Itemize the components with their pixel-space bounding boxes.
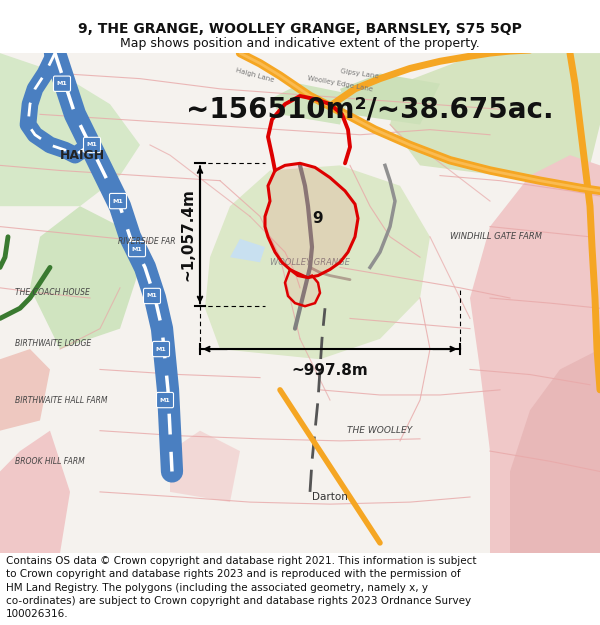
FancyBboxPatch shape: [128, 241, 146, 257]
Polygon shape: [270, 84, 350, 124]
Text: ~997.8m: ~997.8m: [292, 363, 368, 378]
Text: HM Land Registry. The polygons (including the associated geometry, namely x, y: HM Land Registry. The polygons (includin…: [6, 582, 428, 592]
FancyBboxPatch shape: [110, 193, 127, 209]
Text: Haigh Lane: Haigh Lane: [235, 68, 275, 84]
Text: M1: M1: [146, 294, 157, 299]
Polygon shape: [230, 239, 265, 262]
Polygon shape: [510, 349, 600, 553]
Polygon shape: [340, 74, 440, 124]
Polygon shape: [470, 155, 600, 553]
Text: Contains OS data © Crown copyright and database right 2021. This information is : Contains OS data © Crown copyright and d…: [6, 556, 476, 566]
Text: BIRTHWAITE HALL FARM: BIRTHWAITE HALL FARM: [15, 396, 107, 404]
Text: M1: M1: [131, 246, 142, 251]
Polygon shape: [170, 431, 240, 502]
Text: 100026316.: 100026316.: [6, 609, 68, 619]
Text: 9: 9: [313, 211, 323, 226]
Text: 9, THE GRANGE, WOOLLEY GRANGE, BARNSLEY, S75 5QP: 9, THE GRANGE, WOOLLEY GRANGE, BARNSLEY,…: [78, 22, 522, 36]
Polygon shape: [0, 53, 600, 553]
Text: M1: M1: [56, 81, 67, 86]
Text: M1: M1: [160, 398, 170, 402]
Text: BIRTHWAITE LODGE: BIRTHWAITE LODGE: [15, 339, 91, 349]
Text: WOOLLEY GRANGE: WOOLLEY GRANGE: [270, 258, 350, 267]
Text: BROOK HILL FARM: BROOK HILL FARM: [15, 457, 85, 466]
Text: Darton: Darton: [312, 492, 348, 502]
Polygon shape: [0, 53, 140, 206]
Text: ~1,057.4m: ~1,057.4m: [180, 188, 195, 281]
FancyBboxPatch shape: [83, 138, 101, 152]
Text: Map shows position and indicative extent of the property.: Map shows position and indicative extent…: [120, 38, 480, 51]
FancyBboxPatch shape: [143, 288, 161, 304]
Text: Gipsy Lane: Gipsy Lane: [340, 68, 380, 79]
Text: WINDHILL GATE FARM: WINDHILL GATE FARM: [450, 232, 542, 241]
Text: THE WOOLLEY: THE WOOLLEY: [347, 426, 413, 435]
Text: RIVERSIDE FAR: RIVERSIDE FAR: [118, 238, 176, 246]
Polygon shape: [0, 349, 50, 431]
Text: M1: M1: [113, 199, 124, 204]
FancyBboxPatch shape: [157, 392, 173, 408]
Polygon shape: [285, 269, 320, 306]
Polygon shape: [0, 431, 70, 553]
Text: THE COACH HOUSE: THE COACH HOUSE: [15, 288, 90, 298]
Polygon shape: [205, 166, 430, 359]
Text: M1: M1: [86, 142, 97, 148]
FancyBboxPatch shape: [152, 341, 170, 357]
Polygon shape: [390, 53, 600, 186]
Text: to Crown copyright and database rights 2023 and is reproduced with the permissio: to Crown copyright and database rights 2…: [6, 569, 461, 579]
Text: M1: M1: [155, 346, 166, 351]
Text: ~156510m²/~38.675ac.: ~156510m²/~38.675ac.: [186, 95, 554, 123]
Text: HAIGH: HAIGH: [59, 149, 104, 162]
Polygon shape: [265, 163, 358, 278]
FancyBboxPatch shape: [53, 76, 71, 91]
Text: co-ordinates) are subject to Crown copyright and database rights 2023 Ordnance S: co-ordinates) are subject to Crown copyr…: [6, 596, 471, 606]
Text: Woolley Edge Lane: Woolley Edge Lane: [307, 75, 373, 92]
Polygon shape: [30, 206, 140, 349]
